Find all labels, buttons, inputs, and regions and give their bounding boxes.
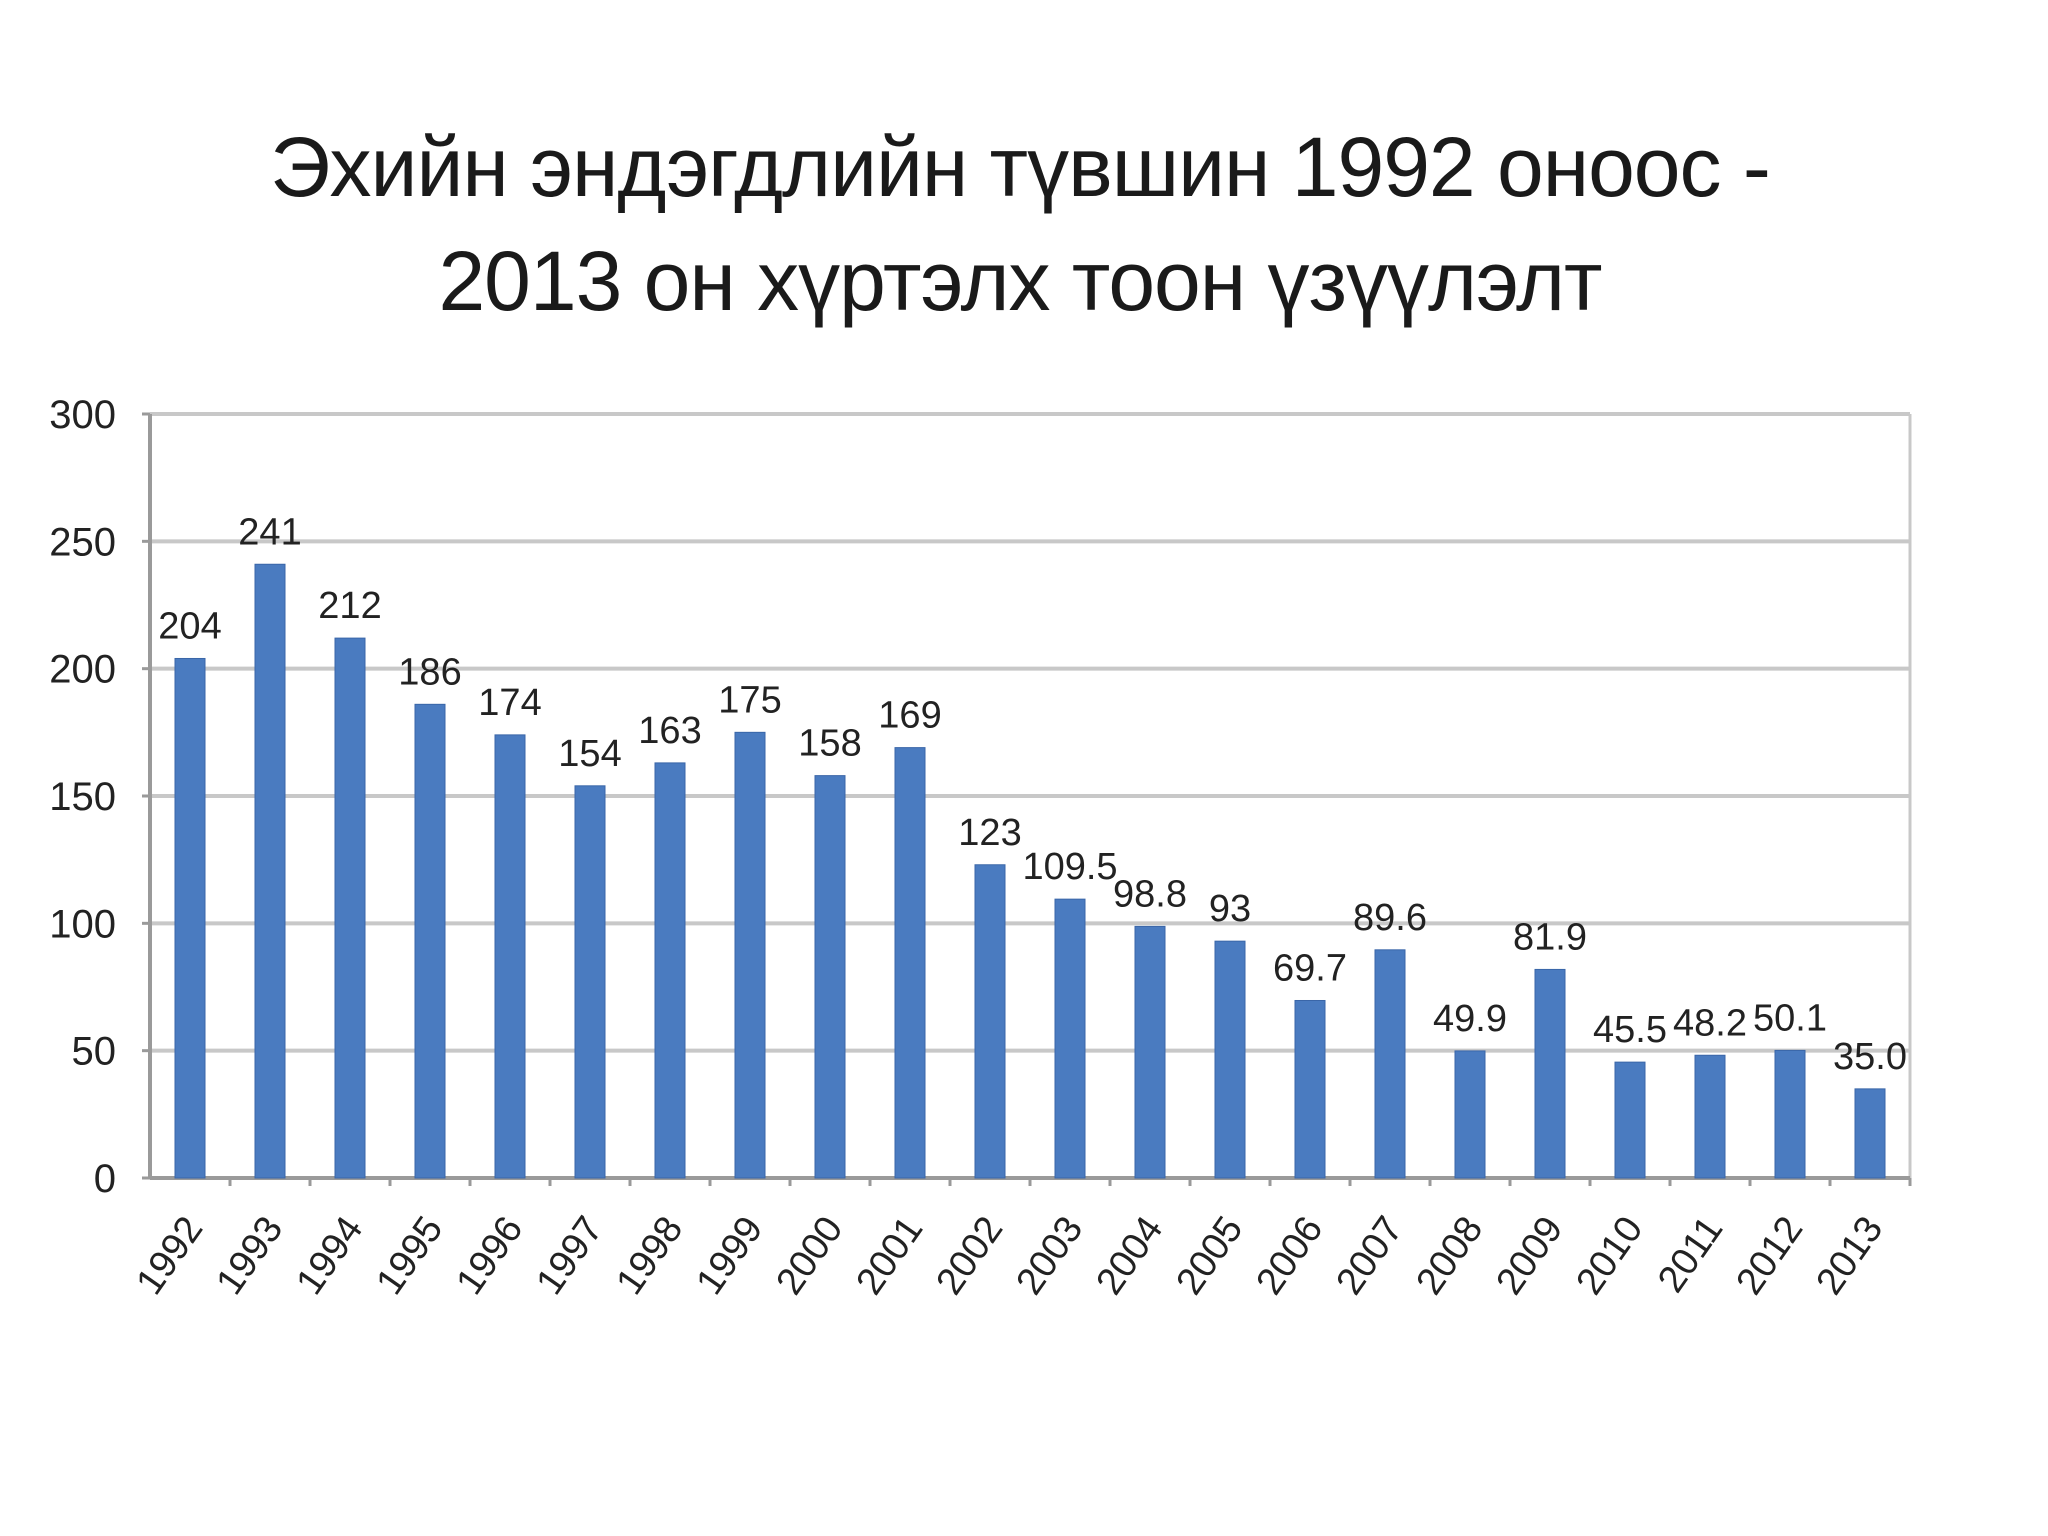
x-tick-label-2004: 2004 [1088,1209,1171,1302]
data-label-2007: 89.6 [1353,897,1427,939]
data-label-1997: 154 [558,733,621,775]
bar-1999 [734,731,766,1179]
bar-2007 [1374,949,1406,1179]
bar-2001 [894,747,926,1179]
data-label-2000: 158 [798,723,861,765]
y-tick-label-250: 250 [49,520,116,564]
bar-1995 [414,703,446,1179]
data-label-2003: 109.5 [1022,846,1117,888]
data-label-2011: 48.2 [1673,1002,1747,1044]
x-tick-label-2011: 2011 [1650,1209,1731,1300]
x-tick-label-2003: 2003 [1008,1209,1091,1302]
data-label-2005: 93 [1209,888,1251,930]
y-axis-tick-labels: 0 50 100 150 200 250 300 [49,393,116,1201]
bar-2008 [1454,1050,1486,1179]
bar-2000 [814,775,846,1179]
x-tick-label-2008: 2008 [1408,1209,1491,1302]
bar-2012 [1774,1049,1806,1179]
x-tick-label-1996: 1996 [448,1209,531,1302]
data-label-1999: 175 [718,679,781,721]
bar-2013 [1854,1088,1886,1179]
data-label-2012: 50.1 [1753,997,1827,1039]
x-tick-label-2009: 2009 [1488,1209,1571,1302]
y-tick-label-100: 100 [49,902,116,946]
bar-1998 [654,762,686,1179]
x-tick-label-2013: 2013 [1808,1209,1891,1302]
bar-2005 [1214,940,1246,1179]
bar-1993 [254,563,286,1179]
x-tick-label-1997: 1997 [528,1209,611,1302]
data-label-1995: 186 [398,651,461,693]
x-tick-label-1999: 1999 [688,1209,771,1302]
x-tick-label-2010: 2010 [1568,1209,1651,1302]
x-tick-label-2002: 2002 [928,1209,1011,1302]
x-tick-label-1994: 1994 [288,1209,371,1302]
x-tick-label-2006: 2006 [1248,1209,1331,1302]
bar-2006 [1294,999,1326,1179]
x-tick-label-1993: 1993 [208,1209,291,1302]
x-tick-label-1998: 1998 [608,1209,691,1302]
y-tick-label-50: 50 [72,1030,117,1074]
data-label-2009: 81.9 [1513,916,1587,958]
data-label-2013: 35.0 [1833,1036,1907,1078]
x-tick-label-2007: 2007 [1328,1209,1411,1302]
data-label-2006: 69.7 [1273,947,1347,989]
data-label-1993: 241 [238,511,301,553]
data-label-2004: 98.8 [1113,873,1187,915]
grid-lines [150,412,1910,1053]
chart-title-line-2: 2013 он хүртэлх тоон үзүүлэлт [438,234,1602,328]
y-tick-label-150: 150 [49,775,116,819]
bars [174,563,1886,1179]
data-label-1998: 163 [638,710,701,752]
bar-2011 [1694,1054,1726,1179]
bar-1997 [574,785,606,1179]
bar-2003 [1054,898,1086,1179]
bar-2009 [1534,968,1566,1179]
y-tick-label-0: 0 [94,1157,116,1201]
x-axis-tick-labels: 1992199319941995199619971998199920002001… [128,1209,1891,1302]
y-tick-label-200: 200 [49,648,116,692]
data-label-1996: 174 [478,682,541,724]
chart-title-line-1: Эхийн эндэгдлийн түвшин 1992 оноос - [270,120,1771,214]
data-label-2002: 123 [958,812,1021,854]
bar-1994 [334,637,366,1179]
bar-2002 [974,864,1006,1179]
bar-2004 [1134,925,1166,1179]
x-tick-label-2000: 2000 [768,1209,851,1302]
data-label-1992: 204 [158,605,221,647]
data-labels: 204 241 212 186 174 154 163 175 158 169 123109.598… [158,511,1907,1078]
y-tick-label-300: 300 [49,393,116,437]
data-label-1994: 212 [318,585,381,627]
data-label-2008: 49.9 [1433,998,1507,1040]
data-label-2010: 45.5 [1593,1009,1667,1051]
data-label-2001: 169 [878,695,941,737]
x-tick-label-1992: 1992 [128,1209,211,1302]
bar-2010 [1614,1061,1646,1179]
x-tick-label-2012: 2012 [1728,1209,1811,1302]
x-tick-label-2005: 2005 [1168,1209,1251,1302]
bar-1992 [174,657,206,1179]
bar-1996 [494,734,526,1179]
x-tick-label-1995: 1995 [368,1209,451,1302]
x-tick-label-2001: 2001 [848,1209,931,1302]
chart-title: Эхийн эндэгдлийн түвшин 1992 оноос - 201… [200,110,1840,338]
